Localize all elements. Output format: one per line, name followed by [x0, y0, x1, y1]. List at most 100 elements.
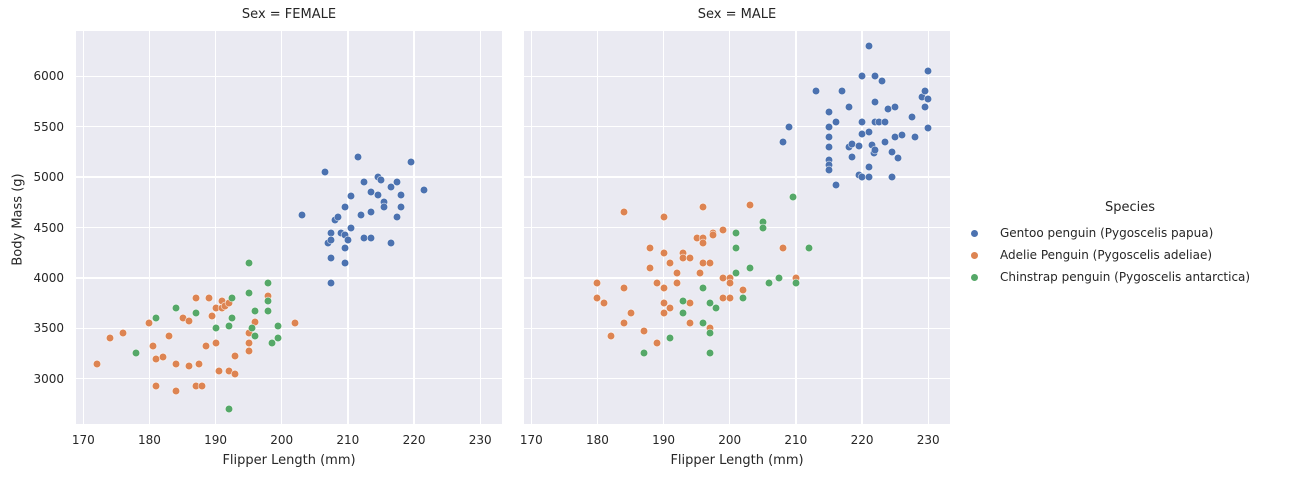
data-point	[739, 286, 747, 294]
data-point	[393, 213, 401, 221]
data-point	[215, 367, 223, 375]
data-point	[908, 113, 916, 121]
x-tick-label: 210	[336, 433, 360, 447]
data-point	[699, 234, 707, 242]
data-point	[812, 87, 820, 95]
data-point	[660, 284, 668, 292]
legend-swatch-icon	[971, 273, 978, 281]
data-point	[172, 387, 180, 395]
data-point	[620, 319, 628, 327]
data-point	[192, 309, 200, 317]
data-point	[620, 208, 628, 216]
data-point	[149, 342, 157, 350]
y-tick-label: 5000	[33, 170, 64, 185]
data-point	[640, 327, 648, 335]
data-point	[848, 153, 856, 161]
data-point	[264, 307, 272, 315]
x-tick-label: 230	[468, 433, 492, 447]
x-tick-label: 170	[71, 433, 95, 447]
data-point	[268, 339, 276, 347]
x-tick-label: 170	[519, 433, 543, 447]
data-point	[785, 123, 793, 131]
data-point	[848, 140, 856, 148]
x-tick-label: 190	[204, 433, 228, 447]
data-point	[225, 367, 233, 375]
data-point	[192, 294, 200, 302]
data-point	[911, 133, 919, 141]
data-point	[825, 166, 833, 174]
legend: Species Gentoo penguin (Pygoscelis papua…	[960, 200, 1302, 288]
data-point	[334, 213, 342, 221]
data-point	[679, 249, 687, 257]
data-point	[387, 183, 395, 191]
data-point	[832, 118, 840, 126]
data-point	[327, 236, 335, 244]
data-point	[865, 128, 873, 136]
data-point	[706, 349, 714, 357]
data-point	[327, 279, 335, 287]
data-point	[407, 158, 415, 166]
data-point	[600, 299, 608, 307]
facet-title-male: Sex = MALE	[697, 7, 777, 22]
data-point	[706, 324, 714, 332]
y-tick-label: 3000	[33, 371, 64, 386]
data-point	[666, 304, 674, 312]
data-point	[245, 329, 253, 337]
data-point	[367, 208, 375, 216]
data-point	[726, 279, 734, 287]
data-point	[132, 349, 140, 357]
data-point	[706, 329, 714, 337]
x-tick-label: 220	[850, 433, 874, 447]
data-point	[699, 203, 707, 211]
x-tick-label: 220	[402, 433, 426, 447]
data-point	[264, 279, 272, 287]
data-point	[792, 274, 800, 282]
data-point	[321, 168, 329, 176]
data-point	[894, 154, 902, 162]
data-point	[225, 299, 233, 307]
scatter-panel-male	[524, 31, 950, 424]
data-point	[341, 244, 349, 252]
data-point	[179, 314, 186, 322]
data-point	[921, 103, 929, 111]
data-point	[251, 318, 259, 326]
data-point	[898, 131, 906, 139]
x-tick-label: 230	[916, 433, 940, 447]
data-point	[212, 324, 220, 332]
legend-item-label: Gentoo penguin (Pygoscelis papua)	[1000, 226, 1214, 240]
data-point	[673, 279, 681, 287]
data-point	[845, 103, 853, 111]
data-point	[686, 299, 694, 307]
data-point	[225, 405, 233, 413]
data-point	[397, 191, 405, 199]
data-point	[593, 279, 601, 287]
data-point	[779, 138, 787, 146]
gridline-y-5000	[76, 176, 502, 178]
data-point	[865, 163, 873, 171]
x-tick-label: 180	[137, 433, 161, 447]
data-point	[172, 304, 180, 312]
gridline-y-4000	[524, 277, 950, 279]
data-point	[732, 244, 740, 252]
data-point	[195, 360, 203, 368]
data-point	[726, 294, 734, 302]
data-point	[878, 77, 886, 85]
data-point	[858, 130, 866, 138]
data-point	[185, 362, 193, 370]
x-tick-label: 180	[585, 433, 609, 447]
data-point	[360, 178, 368, 186]
data-point	[347, 192, 355, 200]
scatter-panel-female	[76, 31, 502, 424]
gridline-y-4500	[524, 226, 950, 229]
data-point	[627, 309, 634, 317]
data-point	[380, 198, 388, 206]
data-point	[759, 224, 767, 231]
data-point	[673, 269, 681, 277]
y-tick-label: 4500	[33, 220, 64, 235]
data-point	[248, 324, 256, 332]
data-point	[165, 332, 173, 340]
legend-item-label: Adelie Penguin (Pygoscelis adeliae)	[1000, 248, 1213, 262]
data-point	[218, 297, 226, 305]
x-tick-label: 210	[784, 433, 808, 447]
